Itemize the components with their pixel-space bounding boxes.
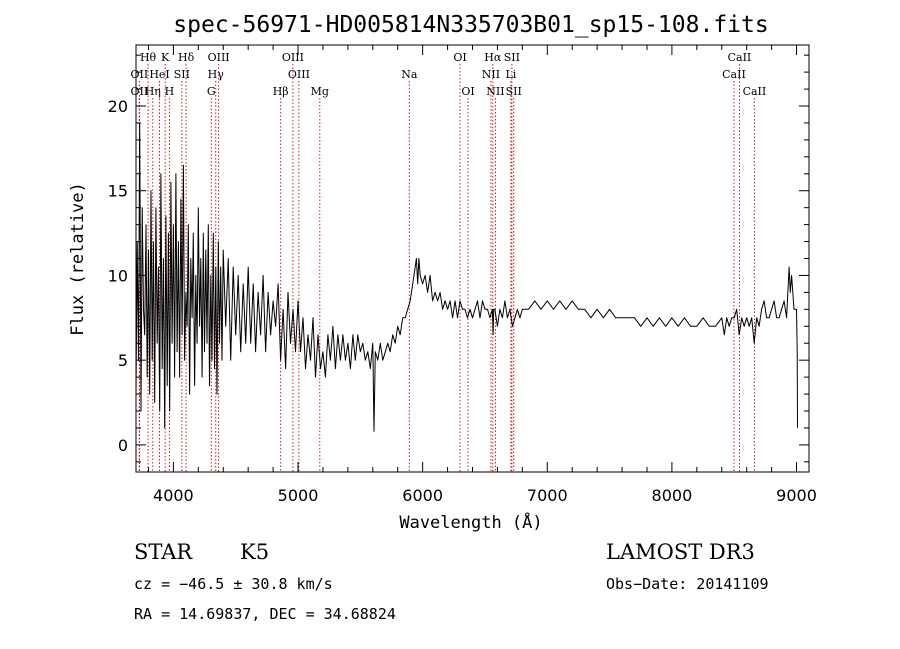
x-tick-label: 9000 <box>776 486 817 505</box>
redshift-readout: cz = −46.5 ± 30.8 km/s <box>134 575 333 593</box>
y-tick-label: 15 <box>108 182 128 201</box>
line-label: Hα <box>484 51 502 64</box>
y-axis: 0 5 10 15 20 <box>108 54 809 463</box>
coordinates: RA = 14.69837, DEC = 34.68824 <box>134 605 396 623</box>
obs-date: Obs−Date: 20141109 <box>606 575 769 593</box>
spectrum-line <box>135 122 798 432</box>
line-label: Hγ <box>208 68 225 81</box>
line-label: Na <box>401 68 418 81</box>
y-tick-label: 20 <box>108 97 128 116</box>
line-label: CaII <box>728 51 752 64</box>
line-label: Hδ <box>178 51 195 64</box>
line-label: Li <box>505 68 516 81</box>
line-label: OI <box>453 51 466 64</box>
line-label: CaII <box>743 85 767 98</box>
y-tick-label: 0 <box>118 436 128 455</box>
line-label: K <box>161 51 170 64</box>
line-label: OII <box>131 85 149 98</box>
line-label: NII <box>482 68 500 81</box>
spectrum-series <box>135 122 798 432</box>
line-label: OIII <box>288 68 310 81</box>
line-label: OII <box>131 68 149 81</box>
line-label: HeI <box>149 68 169 81</box>
line-label: G <box>207 85 216 98</box>
object-subclass: K5 <box>240 540 269 564</box>
line-label: Hη <box>145 85 161 98</box>
line-label: SII <box>174 68 190 81</box>
x-tick-label: 8000 <box>652 486 693 505</box>
y-axis-label: Flux (relative) <box>68 182 88 336</box>
line-label: SII <box>504 51 520 64</box>
x-axis: 4000 5000 6000 7000 8000 9000 <box>147 45 817 505</box>
line-label: Hθ <box>140 51 157 64</box>
x-tick-label: 7000 <box>527 486 568 505</box>
line-label: H <box>165 85 175 98</box>
y-tick-label: 5 <box>118 351 128 370</box>
line-label: NII <box>486 85 504 98</box>
survey-name: LAMOST DR3 <box>606 540 755 564</box>
line-label: Mg <box>311 85 329 98</box>
x-tick-label: 6000 <box>402 486 443 505</box>
line-label: OIII <box>208 51 230 64</box>
x-tick-label: 5000 <box>278 486 319 505</box>
x-axis-label: Wavelength (Å) <box>399 511 542 533</box>
line-marker-group <box>138 64 755 472</box>
chart-title: spec-56971-HD005814N335703B01_sp15-108.f… <box>173 12 768 38</box>
line-label: OI <box>461 85 474 98</box>
line-label: Hβ <box>273 85 289 98</box>
y-tick-label: 10 <box>108 266 128 285</box>
line-label: SII <box>506 85 522 98</box>
line-label: OIII <box>282 51 304 64</box>
object-class: STAR <box>134 540 193 564</box>
line-label: CaII <box>722 68 746 81</box>
plot-frame <box>135 44 810 473</box>
x-tick-label: 4000 <box>153 486 194 505</box>
